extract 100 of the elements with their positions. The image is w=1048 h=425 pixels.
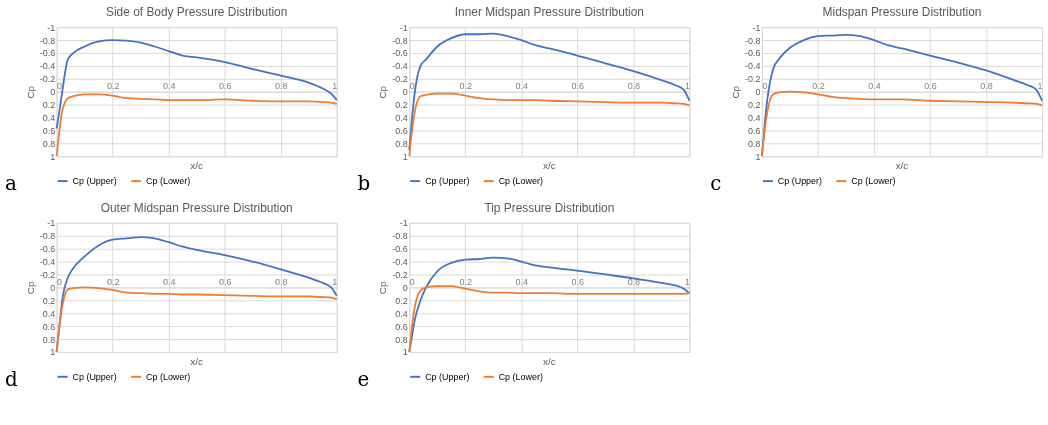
x-tick-label: 0.8 <box>627 81 641 92</box>
text: e <box>357 367 370 391</box>
chart-title: Outer Midspan Pressure Distribution <box>100 200 293 215</box>
y-tick-label: 0.4 <box>395 308 408 319</box>
x-tick-label: 0.6 <box>571 276 585 287</box>
y-tick-label: -0.8 <box>745 35 761 46</box>
legend-label: Cp (Lower) <box>498 371 543 382</box>
y-axis-title: Cp <box>730 85 742 99</box>
y-tick-label: -0.8 <box>392 35 408 46</box>
y-axis-title: Cp <box>377 85 389 99</box>
y-tick-label: -0.4 <box>392 61 408 72</box>
x-tick-label: 0.4 <box>162 276 176 287</box>
text: d <box>4 367 18 391</box>
x-tick-label: 0.8 <box>275 276 288 287</box>
y-tick-label: 1 <box>50 151 56 162</box>
text: c <box>710 172 722 196</box>
x-tick-label: 1 <box>332 81 338 92</box>
x-axis-title: x/c <box>542 160 556 172</box>
y-tick-label: 0.6 <box>42 321 56 332</box>
line-series <box>408 256 691 353</box>
y-tick-label: 1 <box>755 151 761 162</box>
x-tick-label: 0.2 <box>812 81 825 92</box>
y-tick-label: -1 <box>752 22 761 33</box>
x-tick-label: 0.2 <box>106 81 120 92</box>
x-tick-label: 1 <box>332 276 338 287</box>
y-tick-label: -0.2 <box>745 74 761 85</box>
x-tick-label: 1 <box>1037 81 1043 92</box>
y-tick-label: -1 <box>399 218 408 229</box>
x-axis-title: x/c <box>895 160 909 172</box>
y-tick-label: 0.2 <box>395 100 408 111</box>
x-tick-label: 0 <box>57 81 63 92</box>
y-tick-label: 0.2 <box>747 100 761 111</box>
y-tick-label: 0.8 <box>395 334 408 345</box>
legend-label: Cp (Upper) <box>425 371 470 382</box>
y-tick-label: -1 <box>399 22 408 33</box>
x-axis-title: x/c <box>190 355 204 367</box>
chart-title: Inner Midspan Pressure Distribution <box>454 5 644 20</box>
line-series <box>408 32 691 151</box>
y-axis-title: Cp <box>24 85 36 99</box>
y-tick-label: 0.6 <box>395 125 408 136</box>
y-tick-label: -0.6 <box>39 48 56 59</box>
y-tick-label: -0.4 <box>39 257 56 268</box>
y-tick-label: -0.6 <box>392 48 408 59</box>
y-tick-label: 0.2 <box>42 295 56 306</box>
y-tick-label: 0.8 <box>42 334 56 345</box>
y-tick-label: -1 <box>47 22 56 33</box>
x-tick-label: 0 <box>409 81 415 92</box>
x-tick-label: 0.4 <box>515 276 529 287</box>
legend-label: Cp (Upper) <box>72 371 117 382</box>
y-axis-title: Cp <box>24 281 36 295</box>
x-tick-label: 1 <box>684 81 690 92</box>
y-tick-label: -0.6 <box>39 244 56 255</box>
y-tick-label: -0.6 <box>745 48 761 59</box>
y-tick-label: -0.4 <box>745 61 761 72</box>
y-tick-label: 0.6 <box>747 125 761 136</box>
x-tick-label: 0.4 <box>162 81 176 92</box>
legend-label: Cp (Upper) <box>777 176 823 187</box>
y-tick-label: 0.8 <box>747 138 761 149</box>
y-tick-label: -0.2 <box>392 269 408 280</box>
y-tick-label: 0.6 <box>395 321 408 332</box>
text: a <box>4 172 17 196</box>
line-series <box>55 286 338 353</box>
legend-label: Cp (Lower) <box>146 176 191 187</box>
chart-title: Midspan Pressure Distribution <box>822 5 982 20</box>
y-tick-label: -0.2 <box>39 269 56 280</box>
y-tick-label: -0.2 <box>39 74 56 85</box>
y-tick-label: -1 <box>47 218 56 229</box>
y-tick-label: -0.8 <box>39 231 56 242</box>
y-tick-label: 0.6 <box>42 125 56 136</box>
y-tick-label: 1 <box>402 151 408 162</box>
y-tick-label: -0.2 <box>392 74 408 85</box>
x-tick-label: 0.6 <box>218 81 232 92</box>
x-tick-label: 0.4 <box>515 81 529 92</box>
x-tick-label: 0 <box>409 276 415 287</box>
y-tick-label: -0.4 <box>392 257 408 268</box>
x-tick-label: 0 <box>762 81 768 92</box>
y-tick-label: -0.6 <box>392 244 408 255</box>
y-tick-label: -0.8 <box>392 231 408 242</box>
x-tick-label: 0 <box>57 276 63 287</box>
x-tick-label: 0.6 <box>218 276 232 287</box>
y-tick-label: -0.4 <box>39 61 56 72</box>
x-axis-title: x/c <box>542 355 556 367</box>
line-series <box>408 285 691 353</box>
y-tick-label: 0.4 <box>747 113 761 124</box>
y-tick-label: 1 <box>50 347 56 358</box>
legend-label: Cp (Lower) <box>498 176 543 187</box>
text: b <box>357 172 371 196</box>
y-tick-label: 0.2 <box>42 100 56 111</box>
x-tick-label: 0.2 <box>459 276 473 287</box>
x-tick-label: 0.2 <box>106 276 120 287</box>
x-tick-label: 1 <box>684 276 690 287</box>
legend-label: Cp (Upper) <box>425 176 470 187</box>
x-tick-label: 0.8 <box>980 81 993 92</box>
x-tick-label: 0.6 <box>571 81 585 92</box>
line-series <box>55 39 338 130</box>
y-tick-label: 1 <box>402 347 408 358</box>
chart-title: Side of Body Pressure Distribution <box>106 5 288 20</box>
x-tick-label: 0.8 <box>275 81 288 92</box>
x-tick-label: 0.2 <box>459 81 473 92</box>
legend-label: Cp (Lower) <box>146 371 191 382</box>
